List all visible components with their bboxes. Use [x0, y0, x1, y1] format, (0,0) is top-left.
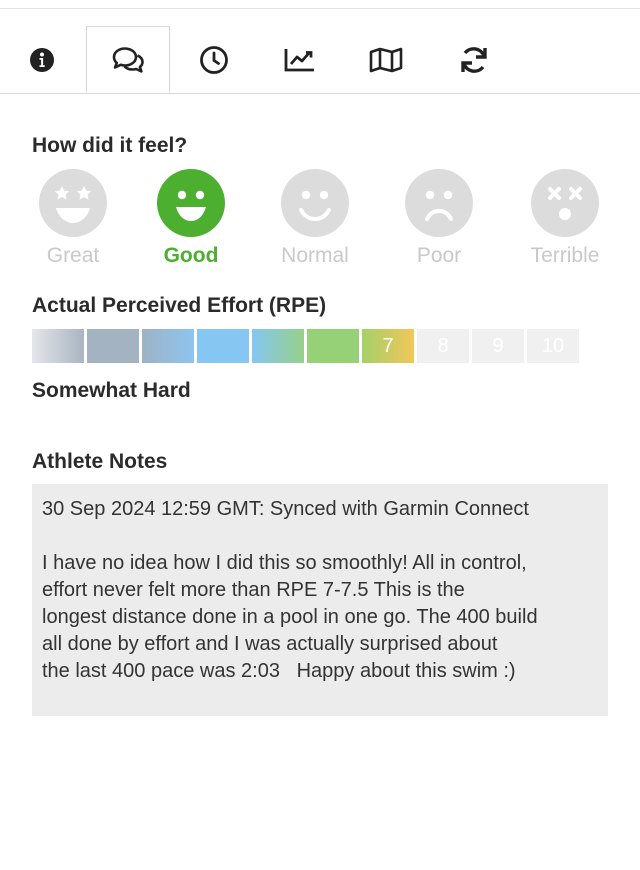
rpe-title: Actual Perceived Effort (RPE) [32, 294, 327, 317]
clock-icon [200, 45, 228, 74]
map-icon [369, 47, 403, 72]
comments-icon [112, 46, 144, 73]
notes-title: Athlete Notes [32, 450, 168, 473]
dizzy-face-icon [531, 169, 599, 237]
feel-label-great: Great [46, 244, 100, 267]
refresh-icon [461, 46, 487, 73]
rpe-box-10[interactable]: 10 [527, 329, 579, 363]
star-eyes-face-icon [39, 169, 107, 237]
tab-sync[interactable] [432, 26, 516, 93]
big-smile-face-icon [157, 169, 225, 237]
rpe-box-1[interactable] [32, 329, 84, 363]
tab-comments[interactable] [86, 26, 170, 93]
rpe-box-2[interactable] [87, 329, 139, 363]
notes-line: all done by effort and I was actually su… [42, 633, 498, 655]
feel-option-good[interactable]: Good [136, 168, 246, 268]
top-divider [0, 8, 640, 9]
feel-option-normal[interactable]: Normal [260, 168, 370, 268]
tab-bar-divider [0, 93, 640, 94]
rpe-box-6[interactable] [307, 329, 359, 363]
notes-line: longest distance done in a pool in one g… [42, 606, 538, 628]
feel-label-poor: Poor [416, 244, 462, 267]
feel-label-normal: Normal [281, 244, 349, 267]
tab-bar [0, 26, 640, 94]
feel-label-good: Good [163, 244, 219, 267]
rpe-box-9[interactable]: 9 [472, 329, 524, 363]
feel-option-terrible[interactable]: Terrible [510, 168, 620, 268]
rpe-box-3[interactable] [142, 329, 194, 363]
notes-line: the last 400 pace was 2:03 Happy about t… [42, 660, 516, 682]
athlete-notes[interactable]: 30 Sep 2024 12:59 GMT: Synced with Garmi… [32, 484, 608, 716]
feel-title: How did it feel? [32, 134, 188, 157]
tab-history[interactable] [172, 26, 256, 93]
notes-line: I have no idea how I did this so smoothl… [42, 552, 527, 574]
feel-label-terrible: Terrible [530, 244, 600, 267]
smile-face-icon [281, 169, 349, 237]
feel-option-poor[interactable]: Poor [384, 168, 494, 268]
rpe-box-8[interactable]: 8 [417, 329, 469, 363]
info-icon [30, 47, 54, 72]
frown-face-icon [405, 169, 473, 237]
feel-option-great[interactable]: Great [18, 168, 128, 268]
tab-map[interactable] [344, 26, 428, 93]
feel-selector: Great Good Normal Poor [28, 168, 618, 268]
rpe-box-7[interactable]: 7 [362, 329, 414, 363]
rpe-box-4[interactable] [197, 329, 249, 363]
line-chart-icon [284, 48, 314, 71]
rpe-box-5[interactable] [252, 329, 304, 363]
rpe-description: Somewhat Hard [32, 379, 191, 402]
tab-info[interactable] [0, 26, 84, 93]
rpe-scale: 7 8 9 10 [32, 329, 592, 363]
notes-line: effort never felt more than RPE 7-7.5 Th… [42, 579, 465, 601]
notes-sync-line: 30 Sep 2024 12:59 GMT: Synced with Garmi… [42, 498, 529, 520]
tab-analytics[interactable] [258, 26, 342, 93]
